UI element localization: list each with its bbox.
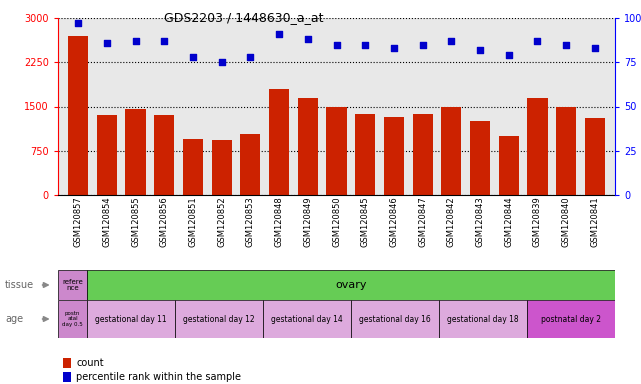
Bar (297, 98, 318, 195)
Bar (58, 300, 87, 338)
Bar (470, 121, 490, 195)
Bar (58, 270, 87, 300)
Bar (384, 117, 404, 195)
Bar (212, 140, 231, 195)
Bar (527, 300, 615, 338)
Point (360, 41, 370, 48)
Point (389, 45, 399, 51)
Point (590, 45, 600, 51)
Point (303, 36, 313, 42)
Text: gestational day 14: gestational day 14 (271, 314, 343, 323)
Text: tissue: tissue (5, 280, 34, 290)
Text: percentile rank within the sample: percentile rank within the sample (76, 372, 241, 382)
Text: gestational day 11: gestational day 11 (96, 314, 167, 323)
Bar (441, 106, 462, 195)
Bar (87, 300, 175, 338)
Bar (154, 115, 174, 195)
Point (130, 38, 140, 44)
Point (475, 47, 485, 53)
Point (217, 59, 227, 65)
Point (274, 31, 284, 37)
Point (561, 41, 571, 48)
Point (417, 41, 428, 48)
Bar (439, 300, 527, 338)
Bar (263, 300, 351, 338)
Text: refere
nce: refere nce (62, 278, 83, 291)
Bar (97, 115, 117, 195)
Text: gestational day 16: gestational day 16 (359, 314, 431, 323)
Text: postnatal day 2: postnatal day 2 (541, 314, 601, 323)
Bar (499, 136, 519, 195)
Bar (240, 134, 260, 195)
Bar (528, 98, 547, 195)
Bar (351, 300, 439, 338)
Bar (585, 118, 605, 195)
Bar (413, 114, 433, 195)
Bar (183, 139, 203, 195)
Text: gestational day 18: gestational day 18 (447, 314, 519, 323)
Bar (68, 36, 88, 195)
Point (246, 54, 256, 60)
Bar (175, 300, 263, 338)
Bar (126, 109, 146, 195)
Point (188, 54, 198, 60)
Text: GDS2203 / 1448630_a_at: GDS2203 / 1448630_a_at (164, 12, 323, 25)
Bar (269, 89, 289, 195)
Bar (326, 106, 347, 195)
Bar (556, 106, 576, 195)
Text: ovary: ovary (335, 280, 367, 290)
Point (504, 52, 514, 58)
Text: age: age (5, 314, 23, 324)
Point (533, 38, 543, 44)
Point (73, 20, 83, 26)
Point (102, 40, 112, 46)
Text: postn
atal
day 0.5: postn atal day 0.5 (62, 311, 83, 327)
Text: count: count (76, 358, 104, 368)
Bar (355, 114, 375, 195)
Point (331, 41, 342, 48)
Point (159, 38, 169, 44)
Text: gestational day 12: gestational day 12 (183, 314, 255, 323)
Point (446, 38, 456, 44)
